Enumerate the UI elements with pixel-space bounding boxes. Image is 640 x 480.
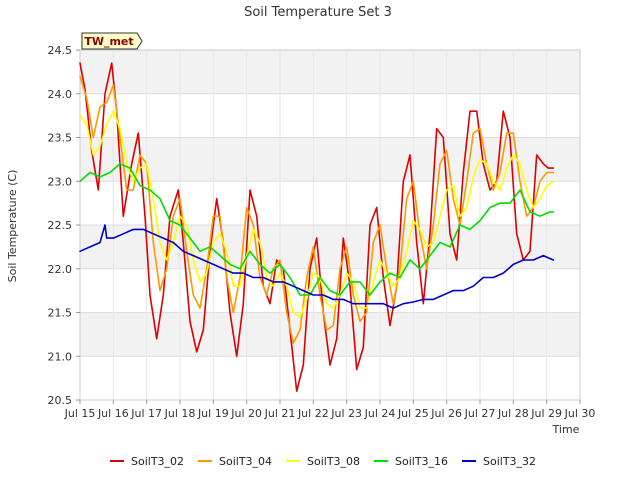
series-line-soilt3_08 <box>79 110 555 318</box>
y-tick-label: 22.5 <box>48 219 73 232</box>
x-tick-label: Jul 20 <box>230 407 262 420</box>
x-tick-label: Jul 30 <box>564 407 596 420</box>
legend-label-soilt3_04: SoilT3_04 <box>219 455 272 468</box>
x-tick-label: Jul 22 <box>297 407 329 420</box>
x-tick-label: Jul 21 <box>264 407 296 420</box>
plot-band <box>80 50 580 94</box>
plot-band <box>80 93 580 138</box>
plot-band <box>80 181 580 225</box>
legend-label-soilt3_16: SoilT3_16 <box>395 455 448 468</box>
x-tick-label: Jul 24 <box>364 407 396 420</box>
station-badge: TW_met <box>81 32 143 50</box>
chart-title: Soil Temperature Set 3 <box>244 5 392 20</box>
series-line-soilt3_32 <box>79 224 555 309</box>
x-tick-label: Jul 23 <box>330 407 362 420</box>
station-badge-text: TW_met <box>84 35 133 48</box>
y-tick-label: 23.0 <box>48 175 73 188</box>
series-layer <box>79 62 555 393</box>
x-axis-label: Time <box>552 423 580 436</box>
series-line-soilt3_04 <box>79 75 555 344</box>
x-tick-label: Jul 18 <box>164 407 196 420</box>
x-tick-label: Jul 15 <box>64 407 96 420</box>
x-tick-label: Jul 25 <box>397 407 429 420</box>
axis-ticks: 20.5 21.0 21.5 22.0 22.5 23.0 23.5 24.0 24.5 Jul … <box>48 44 596 420</box>
y-tick-label: 24.5 <box>48 44 73 57</box>
y-tick-label: 24.0 <box>48 88 73 101</box>
y-tick-label: 21.0 <box>48 350 73 363</box>
legend-label-soilt3_02: SoilT3_02 <box>131 455 184 468</box>
series-line-soilt3_02 <box>79 62 555 393</box>
y-tick-label: 23.5 <box>48 132 73 145</box>
y-axis-label: Soil Temperature (C) <box>6 170 19 283</box>
x-tick-label: Jul 16 <box>97 407 129 420</box>
x-tick-label: Jul 27 <box>464 407 496 420</box>
legend-label-soilt3_32: SoilT3_32 <box>483 455 536 468</box>
y-tick-label: 20.5 <box>48 394 73 407</box>
x-tick-label: Jul 29 <box>530 407 562 420</box>
y-tick-label: 21.5 <box>48 307 73 320</box>
plot-grid <box>79 49 581 401</box>
legend: SoilT3_02 SoilT3_04 SoilT3_08 SoilT3_16 Soil… <box>110 455 536 468</box>
y-tick-label: 22.0 <box>48 263 73 276</box>
x-tick-label: Jul 28 <box>497 407 529 420</box>
x-tick-label: Jul 19 <box>197 407 229 420</box>
plot-band <box>80 225 580 269</box>
legend-label-soilt3_08: SoilT3_08 <box>307 455 360 468</box>
station-badge-shape <box>81 32 143 50</box>
x-tick-label: Jul 17 <box>130 407 162 420</box>
series-line-soilt3_16 <box>79 163 555 296</box>
x-tick-label: Jul 26 <box>430 407 462 420</box>
plot-band <box>80 312 580 357</box>
